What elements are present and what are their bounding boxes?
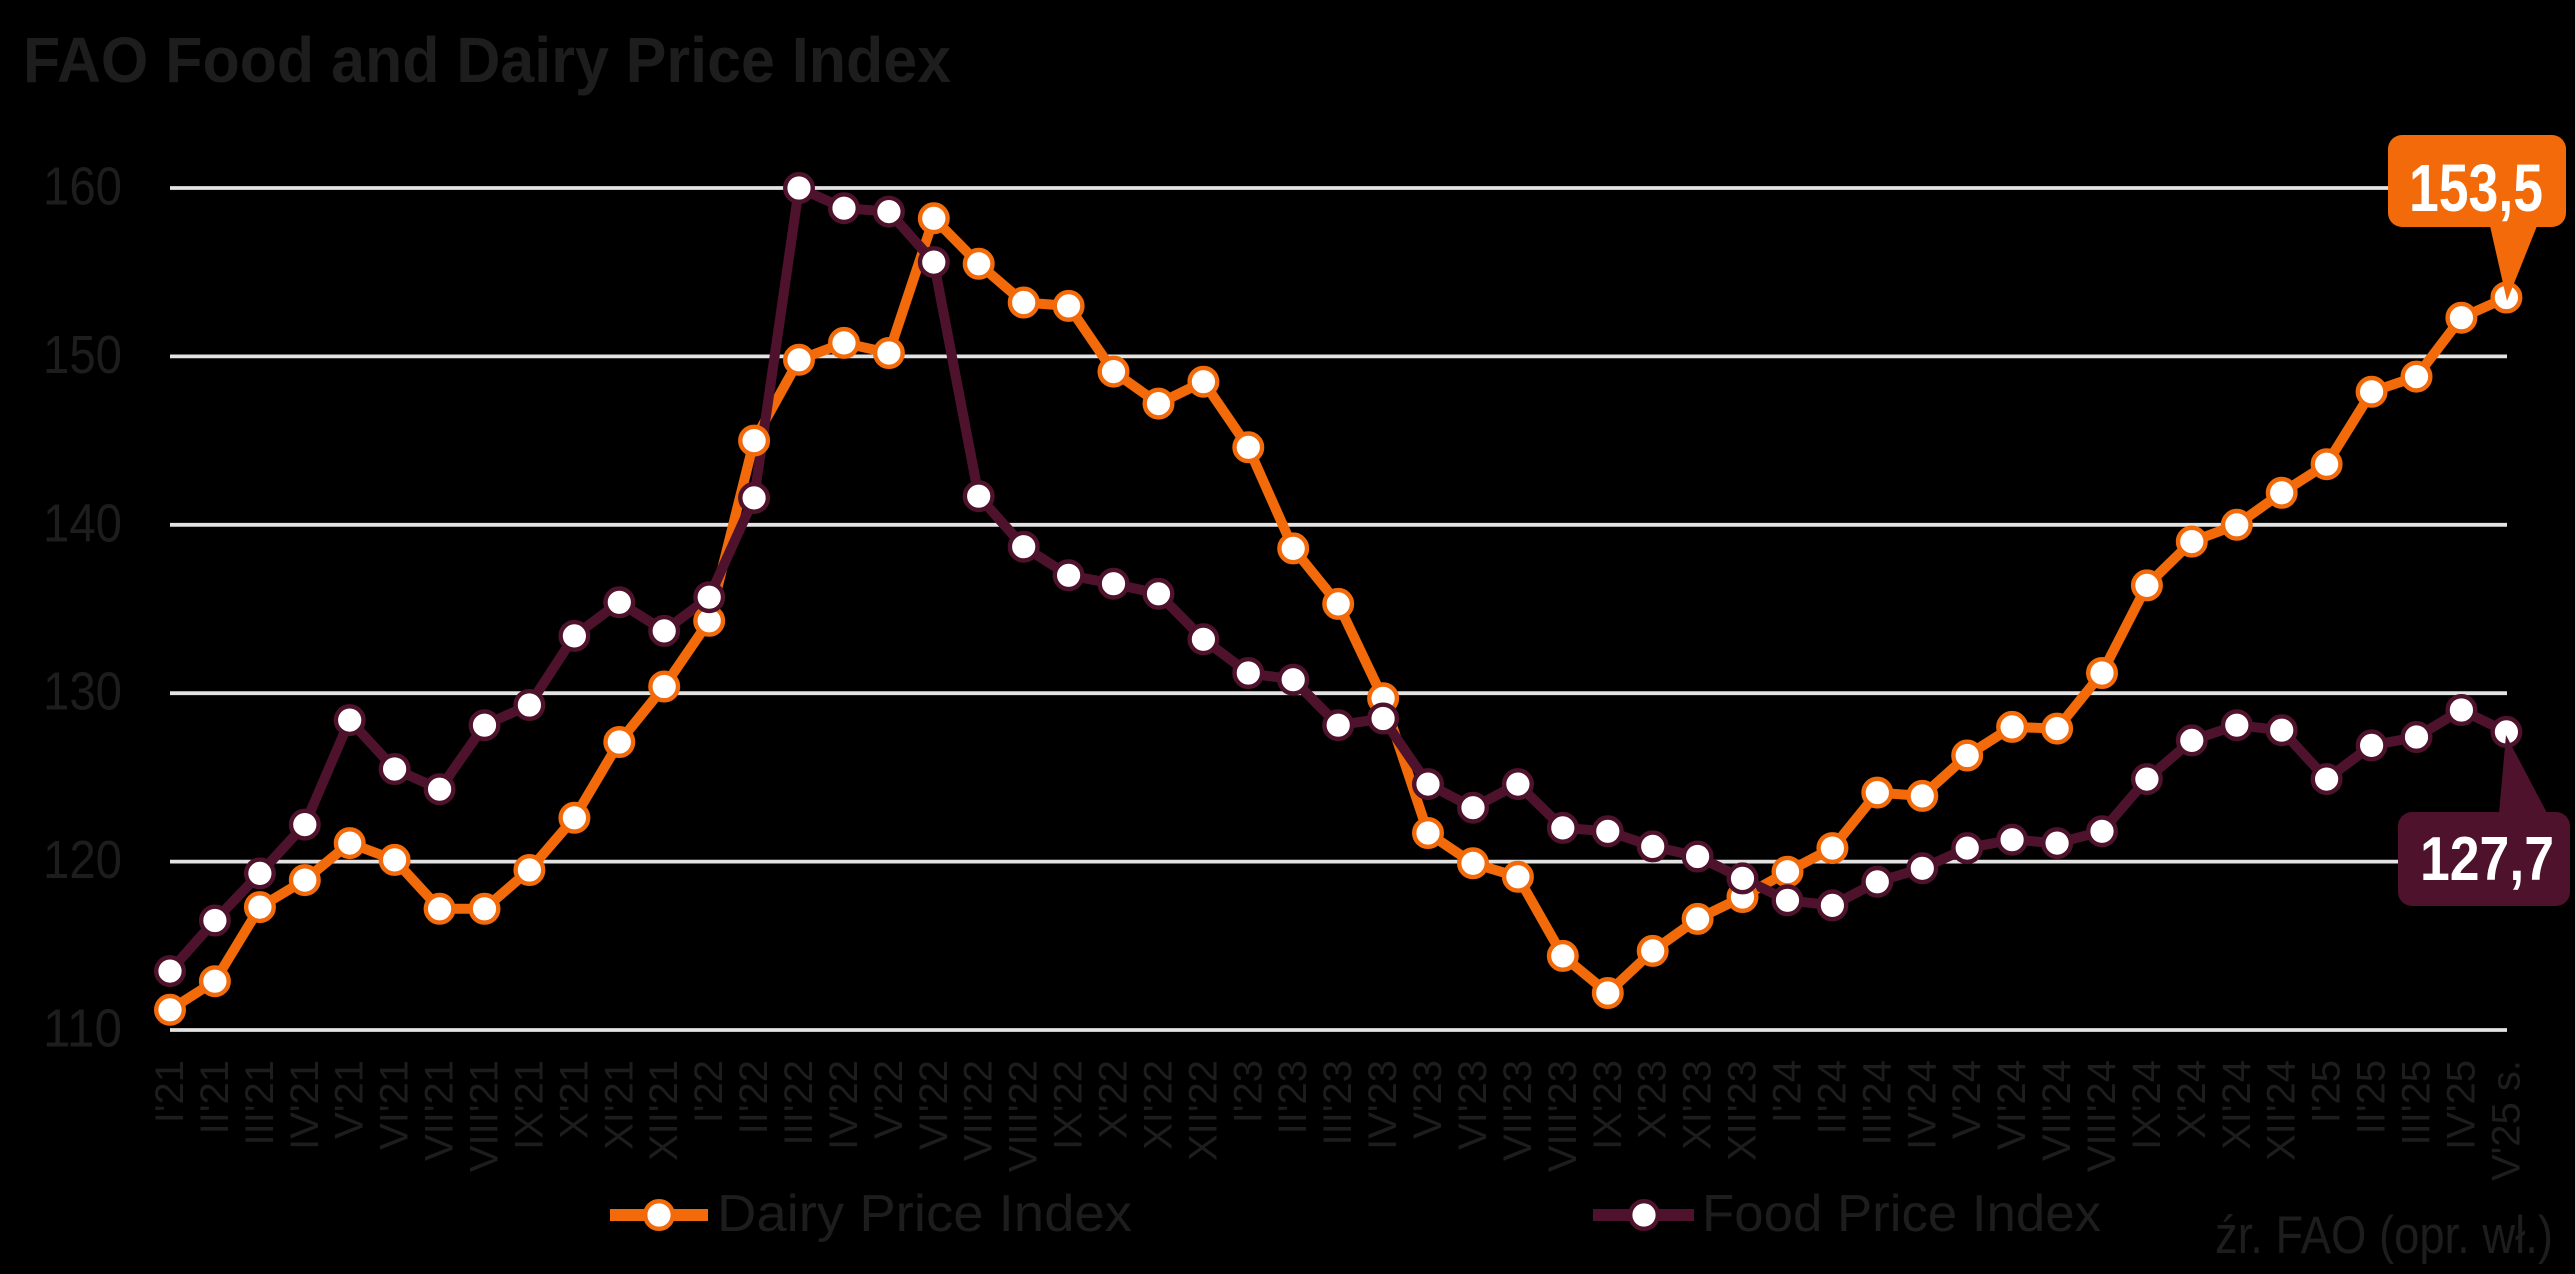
svg-text:I'24: I'24 (1766, 1060, 1810, 1123)
svg-text:II'24: II'24 (1810, 1060, 1854, 1134)
svg-text:źr. FAO (opr. wł.): źr. FAO (opr. wł.) (2215, 1206, 2553, 1265)
svg-text:160: 160 (43, 157, 122, 217)
svg-text:III'23: III'23 (1316, 1060, 1360, 1145)
svg-text:IX'21: IX'21 (507, 1060, 551, 1150)
svg-text:120: 120 (43, 830, 122, 890)
svg-text:XI'23: XI'23 (1676, 1060, 1720, 1150)
svg-text:IV'21: IV'21 (283, 1060, 327, 1150)
svg-text:II'25: II'25 (2350, 1060, 2394, 1134)
svg-text:V'24: V'24 (1945, 1060, 1989, 1139)
svg-text:110: 110 (43, 999, 122, 1059)
svg-text:XII'24: XII'24 (2260, 1060, 2304, 1161)
svg-text:IV'23: IV'23 (1361, 1060, 1405, 1150)
svg-text:FAO Food and Dairy Price Index: FAO Food and Dairy Price Index (23, 24, 951, 96)
svg-text:127,7: 127,7 (2420, 825, 2554, 894)
svg-text:Dairy Price Index: Dairy Price Index (717, 1185, 1132, 1243)
svg-text:XII'21: XII'21 (642, 1060, 686, 1161)
svg-text:XI'24: XI'24 (2215, 1060, 2259, 1150)
svg-text:II'23: II'23 (1271, 1060, 1315, 1134)
svg-text:I'21: I'21 (148, 1060, 192, 1123)
svg-text:I'22: I'22 (687, 1060, 731, 1123)
svg-text:VII'23: VII'23 (1496, 1060, 1540, 1161)
svg-text:XII'22: XII'22 (1181, 1060, 1225, 1161)
svg-text:IX'22: IX'22 (1047, 1060, 1091, 1150)
svg-text:III'22: III'22 (777, 1060, 821, 1145)
svg-text:I'23: I'23 (1226, 1060, 1270, 1123)
svg-text:III'21: III'21 (238, 1060, 282, 1145)
svg-text:IX'24: IX'24 (2125, 1060, 2169, 1150)
svg-text:VI'24: VI'24 (1990, 1060, 2034, 1150)
svg-text:X'21: X'21 (552, 1060, 596, 1139)
svg-text:V'25 s.: V'25 s. (2484, 1060, 2528, 1181)
svg-text:II'21: II'21 (193, 1060, 237, 1134)
svg-text:IV'24: IV'24 (1900, 1060, 1944, 1150)
svg-text:V'23: V'23 (1406, 1060, 1450, 1139)
svg-text:III'24: III'24 (1855, 1060, 1899, 1145)
svg-text:XI'21: XI'21 (597, 1060, 641, 1150)
svg-text:153,5: 153,5 (2409, 151, 2543, 226)
svg-text:VII'24: VII'24 (2035, 1060, 2079, 1161)
svg-text:X'24: X'24 (2170, 1060, 2214, 1139)
svg-text:VI'21: VI'21 (373, 1060, 417, 1150)
svg-text:III'25: III'25 (2395, 1060, 2439, 1145)
svg-text:IV'25: IV'25 (2439, 1060, 2483, 1150)
svg-text:VIII'24: VIII'24 (2080, 1060, 2124, 1172)
svg-text:V'22: V'22 (867, 1060, 911, 1139)
svg-text:130: 130 (43, 662, 122, 722)
svg-text:I'25: I'25 (2305, 1060, 2349, 1123)
svg-text:X'22: X'22 (1092, 1060, 1136, 1139)
svg-text:VIII'23: VIII'23 (1541, 1060, 1585, 1172)
svg-text:150: 150 (43, 325, 122, 385)
svg-text:X'23: X'23 (1631, 1060, 1675, 1139)
svg-text:VIII'21: VIII'21 (463, 1060, 507, 1172)
svg-text:VI'22: VI'22 (912, 1060, 956, 1150)
svg-text:XI'22: XI'22 (1137, 1060, 1181, 1150)
svg-text:XII'23: XII'23 (1721, 1060, 1765, 1161)
svg-text:Food Price Index: Food Price Index (1702, 1185, 2101, 1243)
svg-text:II'22: II'22 (732, 1060, 776, 1134)
svg-text:V'21: V'21 (328, 1060, 372, 1139)
svg-text:VI'23: VI'23 (1451, 1060, 1495, 1150)
svg-text:140: 140 (43, 493, 122, 553)
svg-text:VII'22: VII'22 (957, 1060, 1001, 1161)
svg-text:IX'23: IX'23 (1586, 1060, 1630, 1150)
svg-text:VII'21: VII'21 (418, 1060, 462, 1161)
svg-text:VIII'22: VIII'22 (1002, 1060, 1046, 1172)
svg-text:IV'22: IV'22 (822, 1060, 866, 1150)
